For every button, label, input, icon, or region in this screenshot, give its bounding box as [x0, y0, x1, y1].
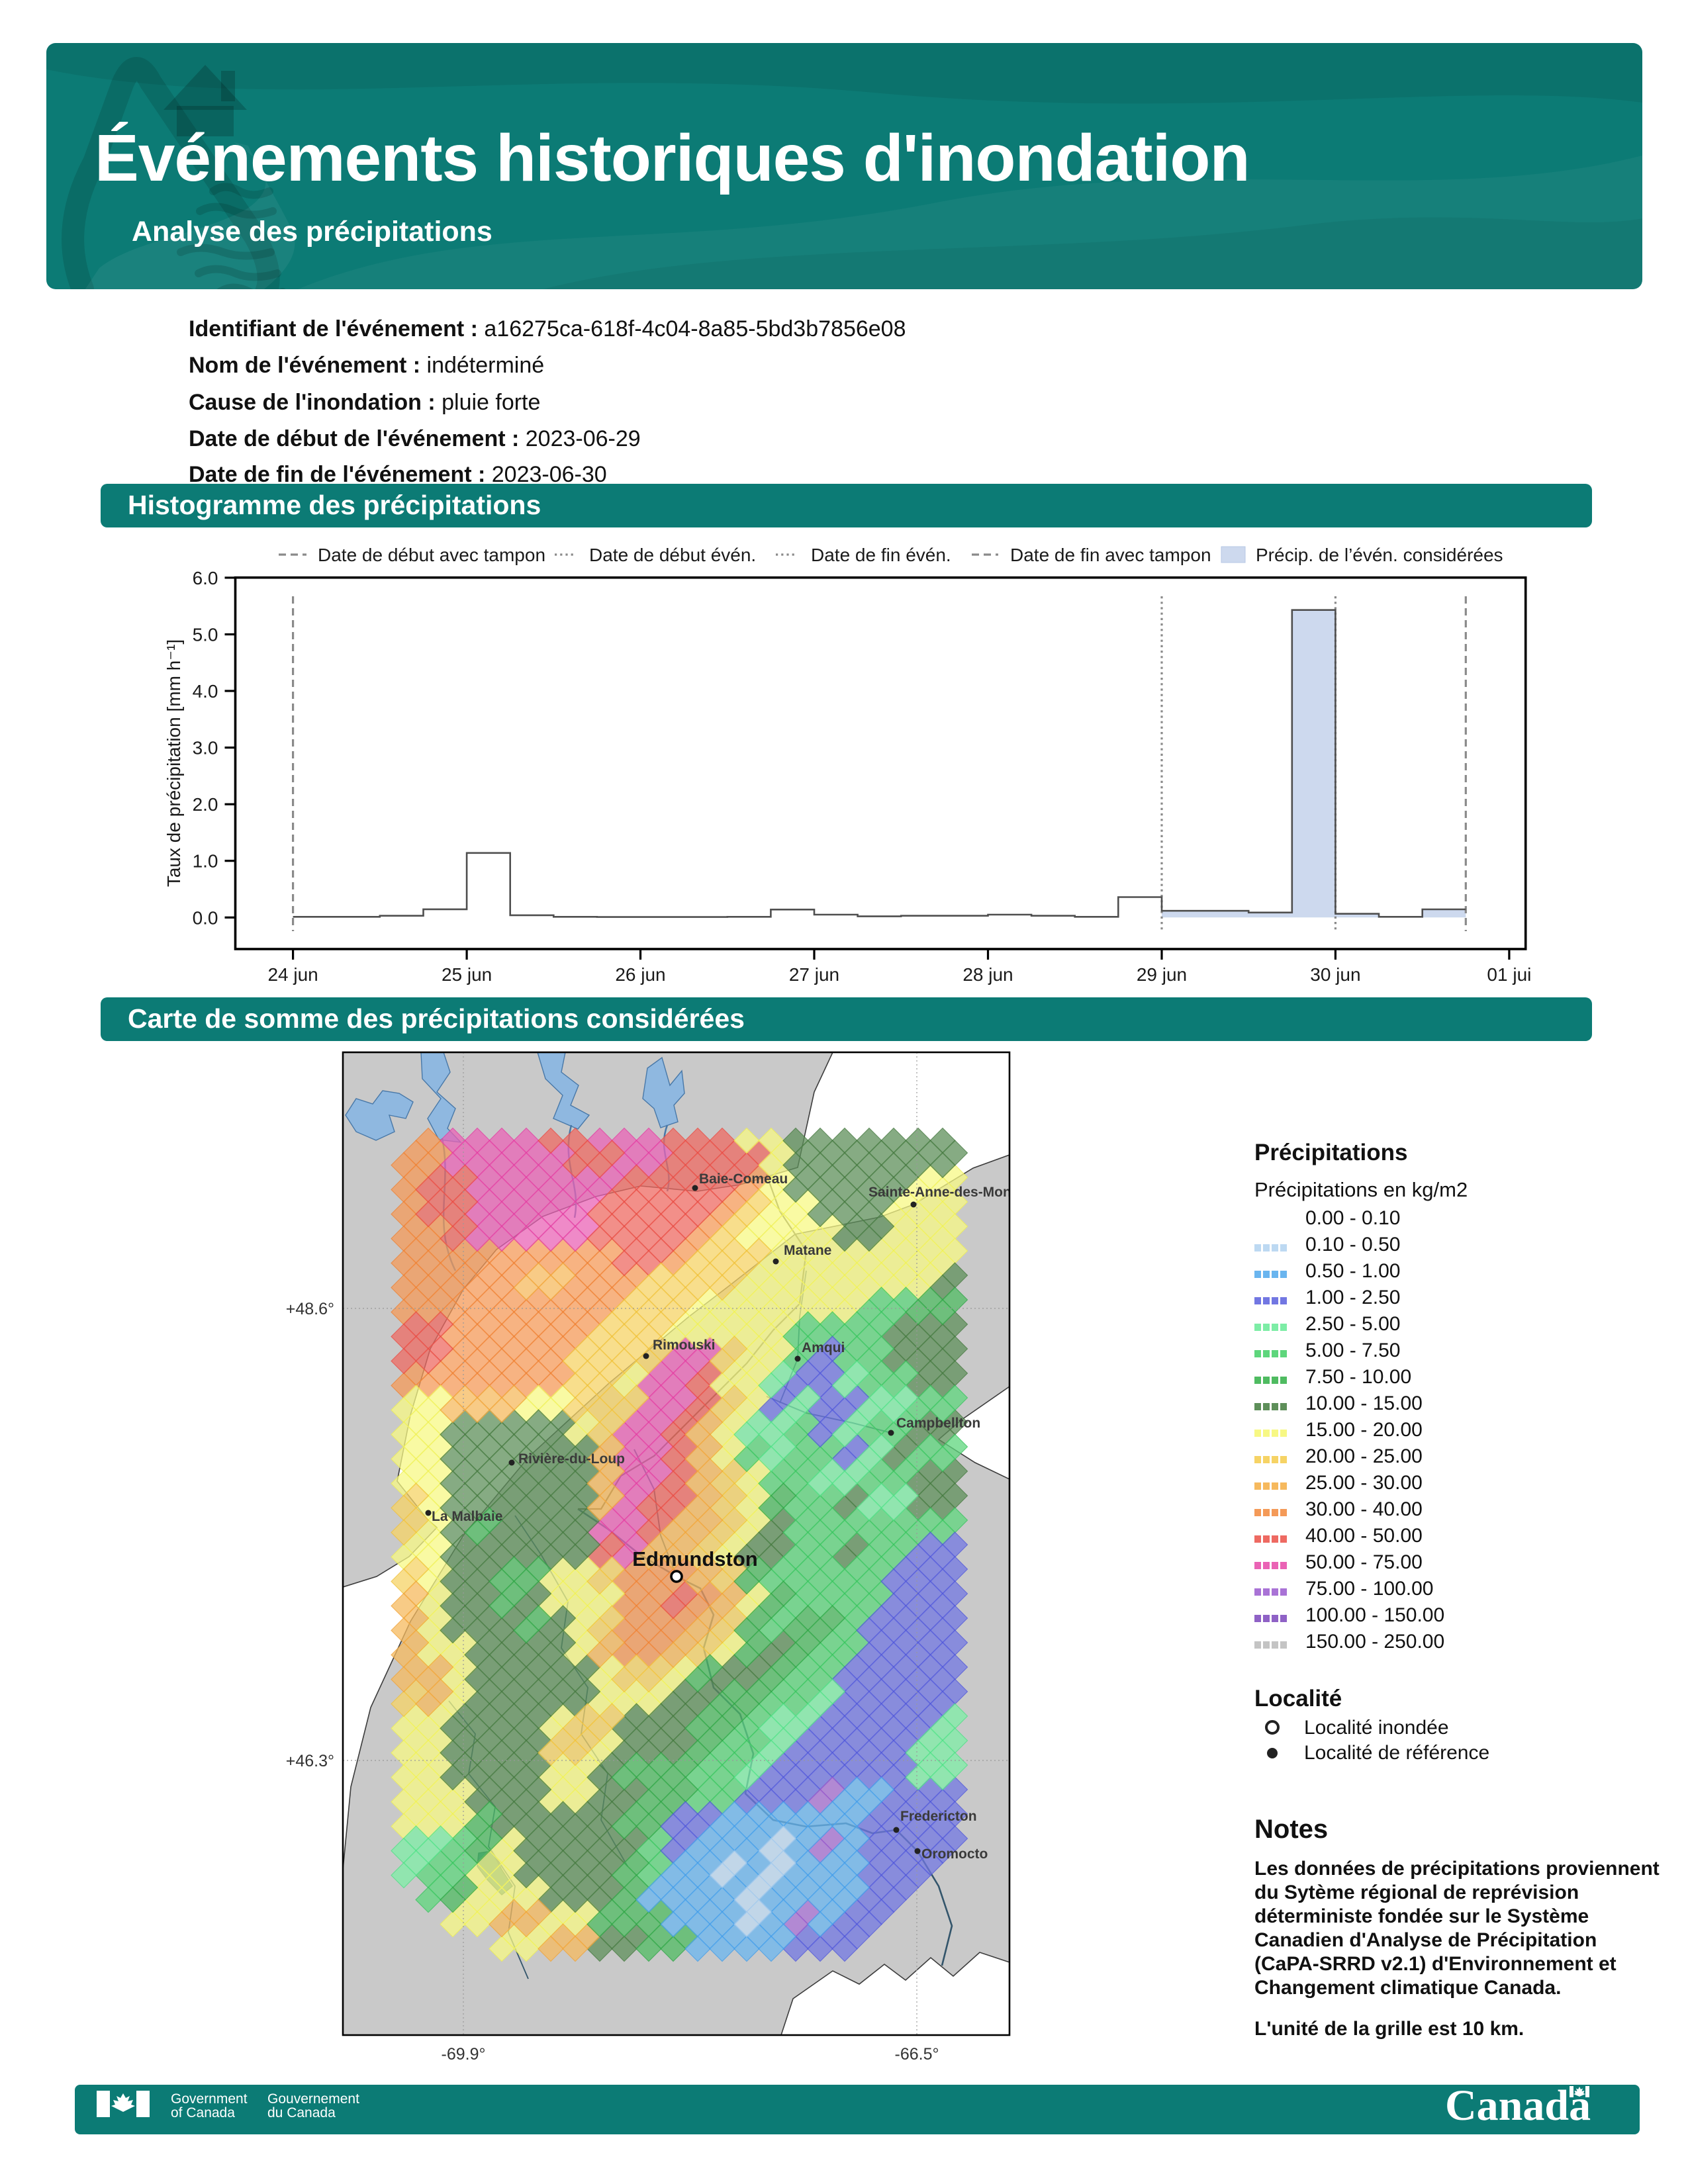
svg-text:24 jun: 24 jun [267, 964, 318, 985]
svg-text:-66.5°: -66.5° [895, 2045, 939, 2064]
svg-text:3.0: 3.0 [193, 738, 218, 758]
svg-text:+46.3°: +46.3° [286, 1752, 334, 1770]
svg-text:28 jun: 28 jun [962, 964, 1013, 985]
svg-text:Date de début avec tampon: Date de début avec tampon [318, 545, 545, 565]
svg-text:Précip. de l’évén. considérées: Précip. de l’évén. considérées [1256, 545, 1503, 565]
svg-text:5.0: 5.0 [193, 625, 218, 645]
svg-text:1.0: 1.0 [193, 851, 218, 872]
svg-text:+48.6°: +48.6° [286, 1300, 334, 1318]
svg-text:Date de fin évén.: Date de fin évén. [811, 545, 951, 565]
svg-text:26 jun: 26 jun [615, 964, 665, 985]
svg-text:Campbellton: Campbellton [896, 1416, 980, 1431]
svg-text:0.0: 0.0 [193, 907, 218, 928]
svg-text:Date de fin avec tampon: Date de fin avec tampon [1010, 545, 1211, 565]
svg-text:Date de début évén.: Date de début évén. [589, 545, 756, 565]
svg-text:01 jui: 01 jui [1487, 964, 1531, 985]
svg-text:Oromocto: Oromocto [921, 1846, 988, 1862]
svg-text:Amqui: Amqui [802, 1340, 845, 1355]
svg-text:Rivière-du-Loup: Rivière-du-Loup [518, 1451, 625, 1467]
svg-text:29 jun: 29 jun [1137, 964, 1187, 985]
svg-text:2.0: 2.0 [193, 794, 218, 815]
svg-text:25 jun: 25 jun [442, 964, 492, 985]
svg-text:La Malbaie: La Malbaie [432, 1509, 502, 1524]
svg-text:-69.9°: -69.9° [442, 2045, 486, 2064]
svg-text:27 jun: 27 jun [789, 964, 839, 985]
svg-text:Sainte-Anne-des-Monts: Sainte-Anne-des-Monts [868, 1185, 1024, 1200]
svg-text:4.0: 4.0 [193, 681, 218, 702]
svg-text:Taux de précipitation [mm h⁻¹]: Taux de précipitation [mm h⁻¹] [164, 639, 184, 887]
svg-text:Baie-Comeau: Baie-Comeau [699, 1171, 788, 1187]
svg-text:Matane: Matane [784, 1243, 831, 1258]
svg-text:6.0: 6.0 [193, 568, 218, 588]
svg-text:Edmundston: Edmundston [632, 1547, 757, 1570]
svg-text:30 jun: 30 jun [1310, 964, 1360, 985]
svg-text:Fredericton: Fredericton [900, 1809, 977, 1824]
svg-text:Rimouski: Rimouski [653, 1338, 716, 1353]
svg-text:Canada: Canada [1445, 2085, 1591, 2130]
